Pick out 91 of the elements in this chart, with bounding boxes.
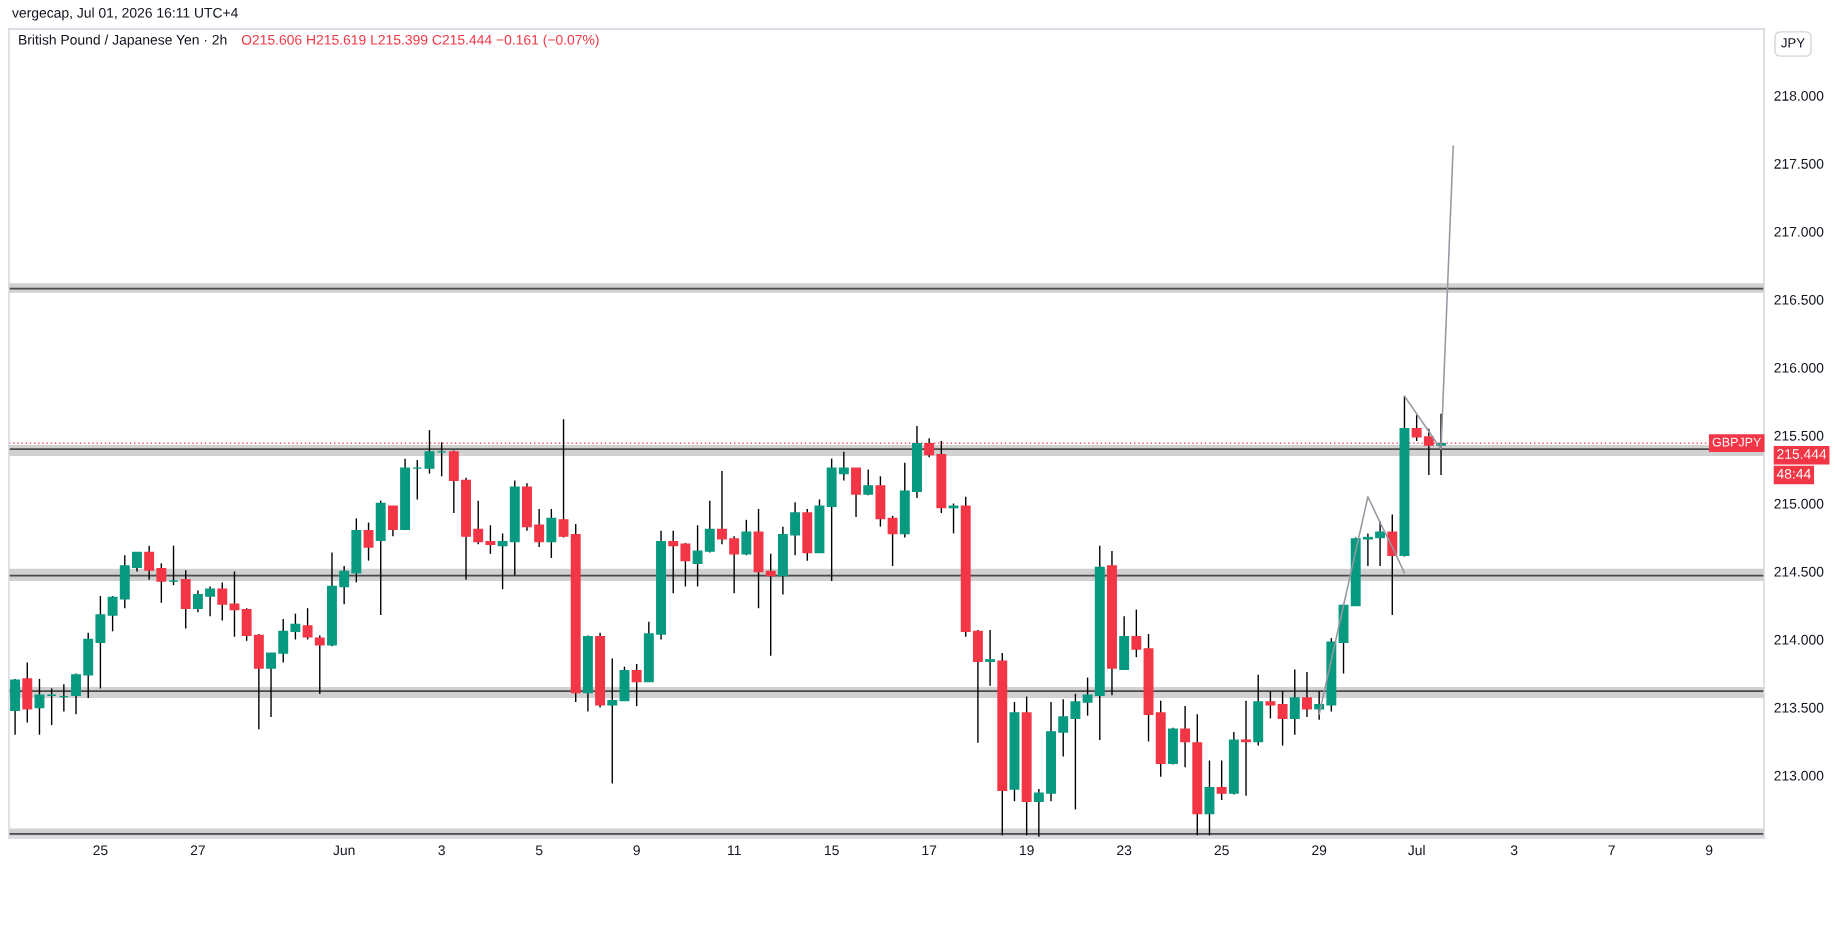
candlestick: [838, 451, 849, 482]
candlestick: [314, 634, 325, 695]
candlestick: [278, 618, 289, 664]
x-tick-label: 25: [93, 845, 108, 856]
candlestick: [1070, 693, 1081, 811]
candlestick: [1289, 668, 1300, 736]
candlestick: [1387, 513, 1398, 616]
candlestick: [339, 565, 350, 605]
candlestick: [534, 508, 545, 548]
text: 48:44: [1776, 468, 1811, 479]
candlestick: [497, 532, 508, 590]
candlestick: [1241, 699, 1251, 797]
candlestick: [1411, 414, 1422, 442]
candlestick: [668, 530, 679, 594]
candlestick: [302, 607, 313, 641]
candlestick: [485, 524, 496, 555]
candlestick: [1216, 759, 1227, 801]
candlestick: [1277, 690, 1288, 747]
candlestick: [1058, 698, 1069, 758]
candlestick: [863, 468, 874, 497]
candlestick: [1302, 671, 1312, 718]
y-tick-label: 218.000: [1774, 90, 1824, 101]
candlestick: [132, 551, 142, 573]
y-tick-label: 213.000: [1774, 770, 1824, 781]
candlestick: [229, 570, 240, 638]
ref-line-label: GBPJPY: [1712, 437, 1762, 447]
candlestick: [387, 505, 398, 537]
text: vergecap, Jul 01, 2026 16:11 UTC+4: [12, 7, 238, 21]
candlestick: [1082, 676, 1093, 717]
candlestick: [473, 500, 484, 546]
candlestick: [107, 595, 118, 633]
y-tick-label: 215.500: [1774, 430, 1824, 441]
candlestick: [1131, 608, 1142, 658]
x-tick-label: Jun: [333, 845, 355, 856]
candlestick: [363, 521, 374, 562]
x-tick-label: 11: [728, 845, 741, 856]
x-tick-label: 3: [1510, 845, 1518, 856]
text: 215.444: [1777, 449, 1827, 459]
candlestick: [156, 562, 167, 604]
candlestick: [765, 553, 776, 657]
candlestick: [217, 581, 228, 622]
candlestick: [205, 585, 216, 618]
y-tick-label: 216.000: [1774, 362, 1824, 373]
x-tick-label: 7: [1608, 845, 1615, 856]
candlestick: [631, 663, 642, 707]
candlestick: [692, 524, 703, 588]
candlestick: [266, 652, 276, 718]
candlestick: [1033, 788, 1044, 838]
x-tick-label: 23: [1117, 845, 1132, 856]
x-tick-label: 5: [535, 845, 543, 856]
y-tick-label: 217.000: [1774, 226, 1824, 237]
candlestick: [704, 500, 715, 554]
y-tick-label: 215.000: [1774, 498, 1824, 509]
y-tick-label: 217.500: [1774, 158, 1824, 169]
candlestick: [144, 544, 155, 581]
y-tick-label: 216.500: [1774, 294, 1824, 305]
candlestick: [985, 629, 996, 687]
candlestick: [71, 672, 81, 715]
candlestick: [741, 519, 752, 556]
y-tick-label: 213.500: [1774, 702, 1824, 713]
x-tick-label: Jul: [1408, 844, 1425, 856]
text: JPY: [1781, 38, 1805, 48]
chart-subtitle: O215.606 H215.619 L215.399 C215.444 −0.161 (−0.07%): [241, 34, 599, 48]
y-tick-label: 214.000: [1774, 634, 1824, 645]
candlestick: [729, 535, 740, 594]
y-tick-label: 214.500: [1774, 566, 1824, 577]
x-tick-label: 29: [1312, 845, 1327, 856]
x-tick-label: 19: [1019, 845, 1034, 856]
x-tick-label: 17: [922, 845, 937, 856]
x-tick-label: 25: [1214, 845, 1229, 856]
candlestick: [607, 657, 618, 785]
candlestick: [1265, 690, 1276, 720]
candlestick: [1375, 520, 1386, 567]
candlestick: [1362, 532, 1373, 567]
candlestick: [424, 429, 435, 475]
candlestick: [887, 515, 898, 567]
line-series: [1318, 495, 1406, 716]
candlestick: [790, 501, 801, 556]
candlestick: [717, 470, 727, 546]
x-tick-label: 15: [824, 845, 839, 856]
x-tick-label: 3: [438, 845, 445, 856]
candlestick: [680, 542, 691, 588]
candlestick: [1180, 705, 1191, 768]
x-tick-label: 9: [1705, 845, 1713, 856]
line-series: [1403, 145, 1454, 450]
x-tick-label: 27: [190, 845, 205, 856]
x-tick-label: 9: [633, 845, 640, 856]
candlestick: [192, 589, 203, 613]
candlestick: [546, 508, 557, 559]
chart-title: British Pound / Japanese Yen · 2h: [19, 34, 227, 48]
candlestick: [290, 612, 301, 641]
